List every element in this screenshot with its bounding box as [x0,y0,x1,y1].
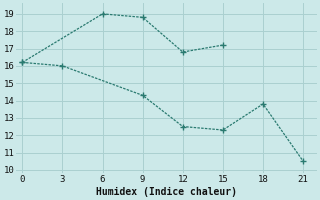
X-axis label: Humidex (Indice chaleur): Humidex (Indice chaleur) [96,186,236,197]
